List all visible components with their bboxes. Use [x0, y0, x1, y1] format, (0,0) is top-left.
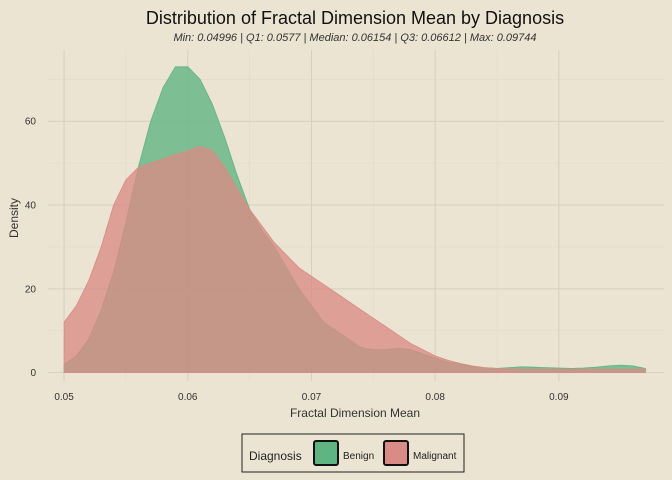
y-axis-title: Density — [7, 198, 21, 238]
legend-key-malignant — [383, 440, 409, 466]
y-tick-label: 40 — [25, 201, 37, 212]
legend-title: Diagnosis — [249, 449, 302, 463]
y-tick-label: 20 — [25, 284, 37, 295]
chart-subtitle: Min: 0.04996 | Q1: 0.0577 | Median: 0.06… — [173, 32, 536, 44]
x-axis-title: Fractal Dimension Mean — [290, 406, 420, 420]
density-areas — [63, 66, 646, 373]
x-tick-label: 0.09 — [549, 392, 569, 403]
x-tick-label: 0.05 — [54, 392, 74, 403]
legend: Diagnosis Benign Malignant — [241, 433, 465, 473]
y-tick-label: 0 — [30, 368, 36, 379]
legend-label-benign: Benign — [343, 451, 374, 462]
density-area-malignant — [63, 145, 646, 373]
x-tick-label: 0.08 — [425, 392, 445, 403]
y-tick-label: 60 — [25, 117, 37, 128]
legend-label-malignant: Malignant — [413, 451, 457, 462]
axis-ticks: 0.05 0.06 0.07 0.08 0.09 0 20 40 60 — [25, 117, 569, 403]
legend-key-benign — [313, 440, 339, 466]
x-tick-label: 0.07 — [302, 392, 322, 403]
chart-title: Distribution of Fractal Dimension Mean b… — [146, 8, 564, 28]
x-tick-label: 0.06 — [178, 392, 198, 403]
legend-frame — [241, 433, 465, 473]
